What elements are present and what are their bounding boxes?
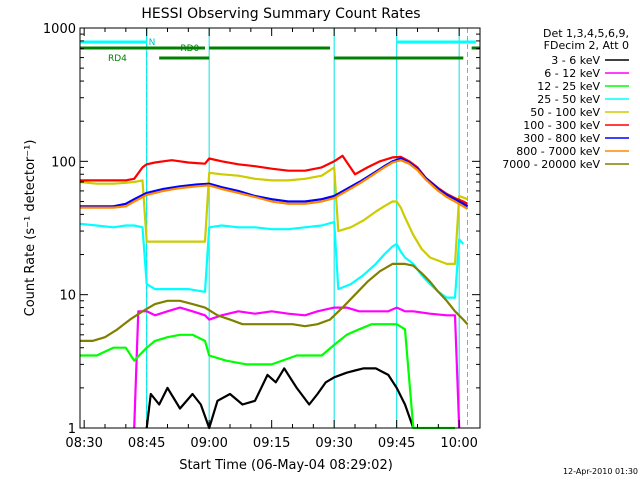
x-tick-label: 08:30 (65, 436, 102, 451)
y-tick-label: 1000 (43, 22, 76, 37)
x-tick-label: 09:00 (190, 436, 227, 451)
legend: Det 1,3,4,5,6,9,FDecim 2, Att 0 3 - 6 keV… (502, 27, 629, 171)
y-axis-label: Count Rate (s⁻¹ detector⁻¹) (23, 140, 38, 317)
x-axis-label: Start Time (06-May-04 08:29:02) (179, 458, 393, 473)
legend-header: FDecim 2, Att 0 (544, 39, 629, 52)
x-tick-label: 09:45 (378, 436, 415, 451)
axes: 08:30 08:45 09:00 09:15 09:30 09:45 10:00 1 10 10… (43, 22, 481, 451)
legend-label: 3 - 6 keV (551, 54, 600, 67)
legend-label: 800 - 7000 keV (516, 145, 600, 158)
footer-timestamp: 12-Apr-2010 01:30 (563, 467, 638, 476)
series-line (80, 159, 469, 210)
series-line (80, 323, 455, 430)
x-tick-label: 10:00 (440, 436, 477, 451)
legend-label: 12 - 25 keV (537, 80, 600, 93)
y-tick-label: 10 (59, 289, 76, 304)
y-tick-label: 1 (68, 422, 76, 437)
x-tick-label: 09:15 (253, 436, 290, 451)
series-line (79, 166, 468, 265)
legend-header: Det 1,3,4,5,6,9, (543, 27, 629, 40)
legend-label: 25 - 50 keV (537, 93, 600, 106)
x-tick-label: 09:30 (315, 436, 352, 451)
series-line (80, 262, 469, 342)
attenuator-label: N (149, 38, 156, 48)
rd0-label: RD0 (180, 44, 199, 54)
legend-label: 6 - 12 keV (544, 67, 600, 80)
rd4-label: RD4 (108, 54, 127, 64)
series-line (145, 367, 415, 430)
legend-label: 300 - 800 keV (523, 132, 600, 145)
y-tick-label: 100 (51, 155, 76, 170)
legend-label: 7000 - 20000 keV (502, 158, 600, 171)
series-line (133, 306, 461, 429)
legend-label: 50 - 100 keV (530, 106, 600, 119)
plot-area: N RD0 RD4 (79, 28, 480, 430)
x-tick-label: 08:45 (128, 436, 165, 451)
plot-frame (79, 27, 481, 429)
series-line (79, 221, 465, 299)
legend-label: 100 - 300 keV (523, 119, 600, 132)
chart-title: HESSI Observing Summary Count Rates (141, 6, 420, 22)
